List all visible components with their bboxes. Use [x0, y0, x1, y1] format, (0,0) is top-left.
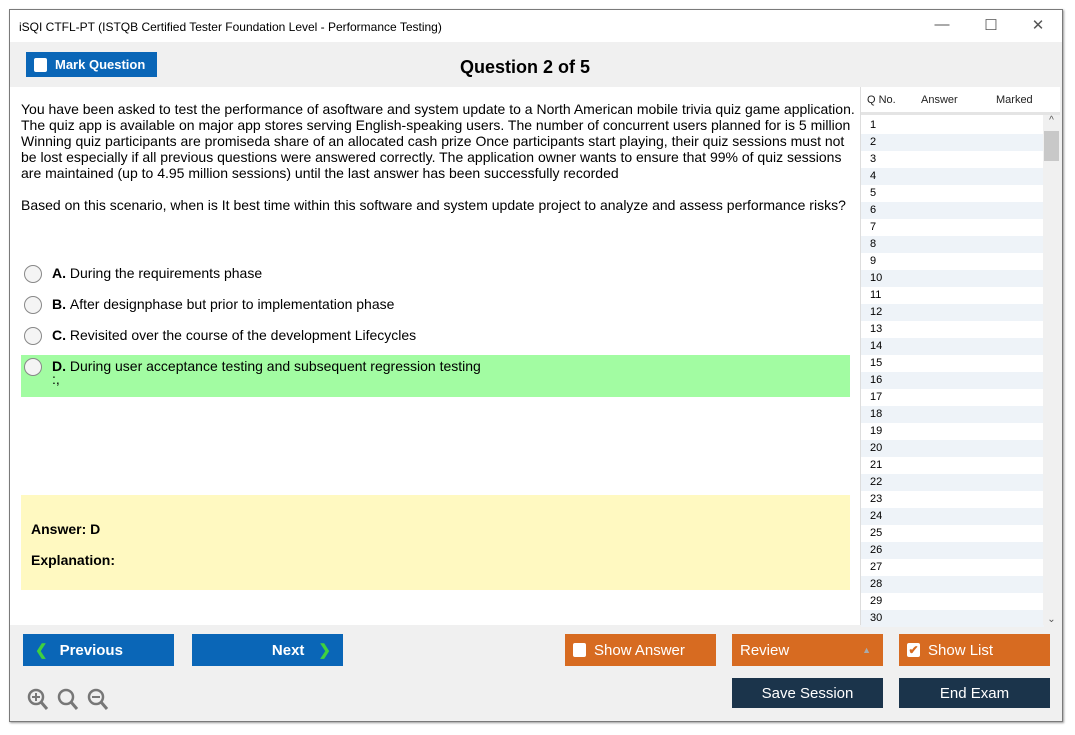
list-row[interactable]: 3 [870, 153, 877, 165]
list-row[interactable]: 8 [861, 236, 1044, 253]
option-text: After designphase but prior to implement… [69, 296, 395, 312]
app-window: iSQI CTFL-PT (ISTQB Certified Tester Fou… [9, 9, 1063, 722]
mark-question-button[interactable]: Mark Question [26, 52, 157, 77]
question-content: You have been asked to test the performa… [10, 87, 860, 625]
question-text: You have been asked to test the performa… [21, 101, 856, 213]
list-row[interactable]: 1 [870, 119, 877, 131]
question-scenario: You have been asked to test the performa… [21, 101, 855, 181]
list-row[interactable]: 4 [861, 168, 1044, 185]
list-row[interactable]: 23 [870, 493, 883, 505]
list-row[interactable]: 15 [870, 357, 883, 369]
list-row[interactable]: 7 [870, 221, 877, 233]
list-row[interactable]: 27 [870, 561, 883, 573]
list-row[interactable]: 26 [861, 542, 1044, 559]
list-row[interactable]: 28 [861, 576, 1044, 593]
list-header: Q No. Answer Marked [861, 87, 1060, 115]
chevron-left-icon: ❮ [35, 642, 48, 659]
list-rows: 1 2 3 4 5 6 7 8 9 10 11 12 13 14 15 16 17 18 19 20 21 22 23 24 2… [861, 115, 1060, 627]
scroll-up-icon[interactable]: ^ [1049, 115, 1054, 126]
checkbox-icon [573, 643, 586, 657]
option-b[interactable]: B. After designphase but prior to implem… [21, 293, 850, 314]
option-letter: B. [52, 296, 66, 312]
show-answer-button[interactable]: Show Answer [565, 634, 716, 666]
show-list-button[interactable]: ✔ Show List [899, 634, 1050, 666]
review-dropdown[interactable]: Review ▲ [732, 634, 883, 666]
next-label: Next [271, 641, 305, 659]
header-qno: Q No. [867, 94, 896, 106]
list-row[interactable]: 6 [861, 202, 1044, 219]
zoom-out-icon[interactable] [87, 688, 109, 712]
maximize-icon[interactable]: ☐ [984, 17, 998, 34]
option-letter: A. [52, 265, 66, 281]
checkbox-icon [34, 57, 47, 72]
radio-icon[interactable] [24, 358, 42, 376]
option-c[interactable]: C. Revisited over the course of the deve… [21, 324, 850, 345]
scrollbar[interactable]: ^ ⌄ [1043, 115, 1060, 625]
list-row[interactable]: 21 [870, 459, 883, 471]
list-row[interactable]: 2 [861, 134, 1044, 151]
end-exam-button[interactable]: End Exam [899, 678, 1050, 708]
list-row[interactable]: 25 [870, 527, 883, 539]
chevron-right-icon: ❯ [318, 642, 331, 659]
list-row[interactable]: 17 [870, 391, 883, 403]
list-row[interactable]: 10 [861, 270, 1044, 287]
radio-icon[interactable] [24, 296, 42, 314]
list-row[interactable]: 12 [861, 304, 1044, 321]
list-row[interactable]: 18 [861, 406, 1044, 423]
question-prompt: Based on this scenario, when is It best … [21, 197, 846, 213]
list-row[interactable]: 9 [870, 255, 877, 267]
window-title: iSQI CTFL-PT (ISTQB Certified Tester Fou… [19, 20, 442, 34]
next-button[interactable]: Next ❯ [192, 634, 343, 666]
option-text: During user acceptance testing and subse… [69, 358, 481, 374]
option-extra: :, [52, 371, 60, 387]
zoom-reset-icon[interactable] [57, 688, 79, 712]
option-letter: D. [52, 358, 66, 374]
scroll-thumb[interactable] [1044, 131, 1059, 161]
option-text: Revisited over the course of the develop… [69, 327, 417, 343]
minimize-icon[interactable]: — [934, 16, 950, 33]
list-row[interactable]: 24 [861, 508, 1044, 525]
checkbox-checked-icon: ✔ [907, 643, 920, 657]
option-d[interactable]: D. During user acceptance testing and su… [21, 355, 850, 397]
list-row[interactable]: 30 [861, 610, 1044, 627]
caret-up-icon: ▲ [862, 645, 871, 655]
previous-button[interactable]: ❮ Previous [23, 634, 174, 666]
radio-icon[interactable] [24, 265, 42, 283]
option-letter: C. [52, 327, 66, 343]
list-row[interactable]: 29 [870, 595, 883, 607]
question-title: Question 2 of 5 [459, 57, 591, 77]
mark-question-label: Mark Question [55, 57, 146, 72]
scroll-down-icon[interactable]: ⌄ [1047, 614, 1056, 625]
list-row[interactable]: 22 [861, 474, 1044, 491]
list-row[interactable]: 20 [861, 440, 1044, 457]
option-a[interactable]: A. During the requirements phase [21, 262, 850, 283]
header-answer: Answer [921, 94, 958, 106]
list-row[interactable]: 13 [870, 323, 883, 335]
review-label: Review [740, 641, 790, 659]
list-row[interactable]: 19 [870, 425, 883, 437]
title-bar: iSQI CTFL-PT (ISTQB Certified Tester Fou… [10, 10, 1062, 42]
close-icon[interactable]: ✕ [1031, 17, 1045, 34]
save-session-button[interactable]: Save Session [732, 678, 883, 708]
answer-box: Answer: D Explanation: [21, 495, 850, 590]
header-marked: Marked [996, 94, 1033, 106]
show-answer-label: Show Answer [594, 641, 685, 659]
option-text: During the requirements phase [69, 265, 263, 281]
zoom-in-icon[interactable] [27, 688, 49, 712]
list-row[interactable]: 14 [861, 338, 1044, 355]
answer-label: Answer: D [31, 521, 101, 537]
previous-label: Previous [59, 641, 123, 659]
list-row[interactable]: 11 [870, 289, 882, 301]
question-list: Q No. Answer Marked 1 2 3 4 5 6 7 8 9 10 11 12 13 14 1… [860, 87, 1060, 627]
explanation-label: Explanation: [31, 552, 116, 568]
list-row[interactable]: 5 [870, 187, 877, 199]
radio-icon[interactable] [24, 327, 42, 345]
show-list-label: Show List [928, 641, 994, 659]
list-row[interactable]: 16 [861, 372, 1044, 389]
